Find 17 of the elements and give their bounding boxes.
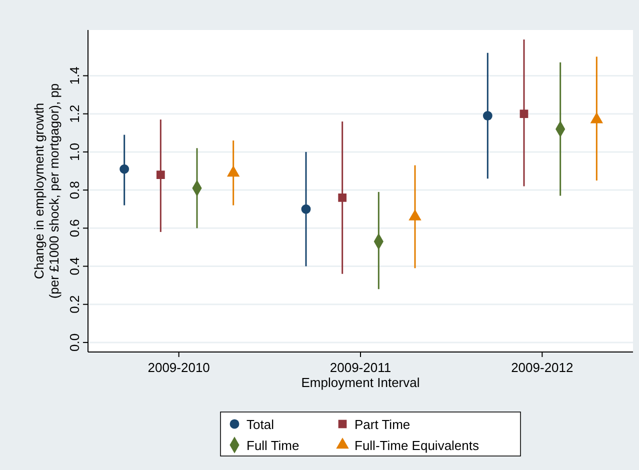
x-tick-label: 2009-2012 [511,360,574,375]
y-tick-label: 0.4 [67,257,82,276]
y-tick-label: 0.8 [67,181,82,200]
legend-label: Part Time [354,417,410,432]
y-tick-label: 0.2 [67,295,82,314]
legend-label: Full-Time Equivalents [354,438,480,453]
y-tick-label: 1.0 [67,142,82,161]
legend-label: Full Time [246,438,300,453]
y-tick-label: 0.0 [67,333,82,352]
x-tick-label: 2009-2010 [148,360,210,375]
y-tick-label: 1.4 [67,66,82,85]
y-tick-label: 0.6 [67,219,82,238]
legend-label: Total [246,417,274,432]
x-tick-label: 2009-2011 [330,360,392,375]
y-tick-label: 1.2 [67,104,82,123]
y-axis-title: Change in employment growth (per £1000 shock, per mortgagor), pp [32,83,62,299]
x-axis-title: Employment Interval [301,375,420,390]
